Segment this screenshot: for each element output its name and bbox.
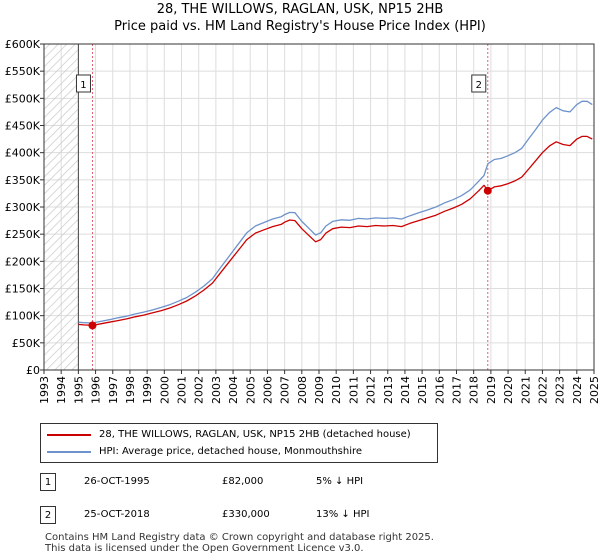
y-tick-label: £300K [5,201,41,214]
x-tick-label: 2005 [244,376,257,404]
x-tick-label: 2010 [330,376,343,404]
transaction-badge: 2 [40,506,56,524]
x-tick-label: 2016 [433,376,446,404]
x-tick-label: 2008 [296,376,309,404]
x-tick-label: 2018 [468,376,481,404]
x-tick-label: 2009 [313,376,326,404]
transaction-date: 25-OCT-2018 [84,509,150,520]
transaction-row: 2 25-OCT-2018 £330,000 13% ↓ HPI [40,505,600,527]
annotation-box [471,74,487,93]
annotation-label: 2 [476,80,482,91]
x-tick-label: 2004 [227,376,240,404]
x-tick-label: 1999 [141,376,154,404]
x-tick-label: 2000 [158,376,171,404]
price-chart: 1 2 £0 £50K £100K £150K £200K £250K £300K £350K £4… [5,38,600,404]
x-tick-label: 1998 [124,376,137,404]
y-tick-label: £600K [5,38,41,51]
x-tick-label: 2007 [279,376,292,404]
x-tick-label: 2013 [382,376,395,404]
x-tick-label: 2020 [502,376,515,404]
annotation-label: 1 [80,80,86,91]
x-tick-label: 2011 [347,376,360,404]
hpi-line [78,100,593,324]
x-tick-label: 1996 [90,376,103,404]
sale-marker [483,186,492,195]
x-tick-label: 2024 [571,376,584,404]
x-tick-label: 2002 [193,376,206,404]
transaction-price: £330,000 [222,509,270,520]
y-tick-label: £50K [12,337,41,350]
x-tick-label: 1995 [72,376,85,404]
x-tick-label: 2025 [588,376,600,404]
y-tick-label: £150K [5,283,41,296]
x-tick-label: 2021 [519,376,532,404]
footer-copyright: Contains HM Land Registry data © Crown c… [45,532,434,543]
x-tick-label: 2003 [210,376,223,404]
x-tick-label: 2006 [261,376,274,404]
y-tick-label: £100K [5,310,41,323]
transaction-row: 1 26-OCT-1995 £82,000 5% ↓ HPI [40,472,600,494]
y-tick-label: £400K [5,147,41,160]
transaction-hpi-diff: 5% ↓ HPI [316,476,364,487]
y-tick-label: £450K [5,120,41,133]
legend-label-property: 28, THE WILLOWS, RAGLAN, USK, NP15 2HB (… [99,429,411,440]
price-paid-line [78,135,593,327]
y-tick-label: £200K [5,255,41,268]
footer-licence: This data is licensed under the Open Gov… [45,543,364,554]
y-tick-label: £500K [5,92,41,105]
chart-legend: 28, THE WILLOWS, RAGLAN, USK, NP15 2HB (… [40,423,438,463]
y-tick-label: £250K [5,228,41,241]
transaction-badge: 1 [40,473,56,491]
x-tick-label: 2001 [176,376,189,404]
legend-red-line-icon [47,434,91,436]
x-tick-label: 2023 [554,376,567,404]
y-tick-label: £350K [5,174,41,187]
y-tick-label: £0 [26,364,40,377]
chart-subtitle: Price paid vs. HM Land Registry's House … [114,19,486,34]
x-tick-label: 2017 [451,376,464,404]
x-tick-label: 2022 [536,376,549,404]
transaction-price: £82,000 [222,476,264,487]
transaction-hpi-diff: 13% ↓ HPI [316,509,370,520]
transaction-date: 26-OCT-1995 [84,476,150,487]
x-tick-label: 2019 [485,376,498,404]
x-tick-label: 2012 [365,376,378,404]
x-tick-label: 2015 [416,376,429,404]
hatched-region [44,44,79,370]
x-tick-label: 1997 [107,376,120,404]
x-tick-label: 2014 [399,376,412,404]
y-tick-label: £550K [5,65,41,78]
annotation-box [75,74,91,93]
chart-title: 28, THE WILLOWS, RAGLAN, USK, NP15 2HB [156,2,444,17]
x-tick-label: 1993 [38,376,51,404]
sale-marker [88,321,97,330]
legend-label-hpi: HPI: Average price, detached house, Monm… [99,446,363,457]
x-tick-label: 1994 [55,376,68,404]
legend-blue-line-icon [47,451,91,453]
